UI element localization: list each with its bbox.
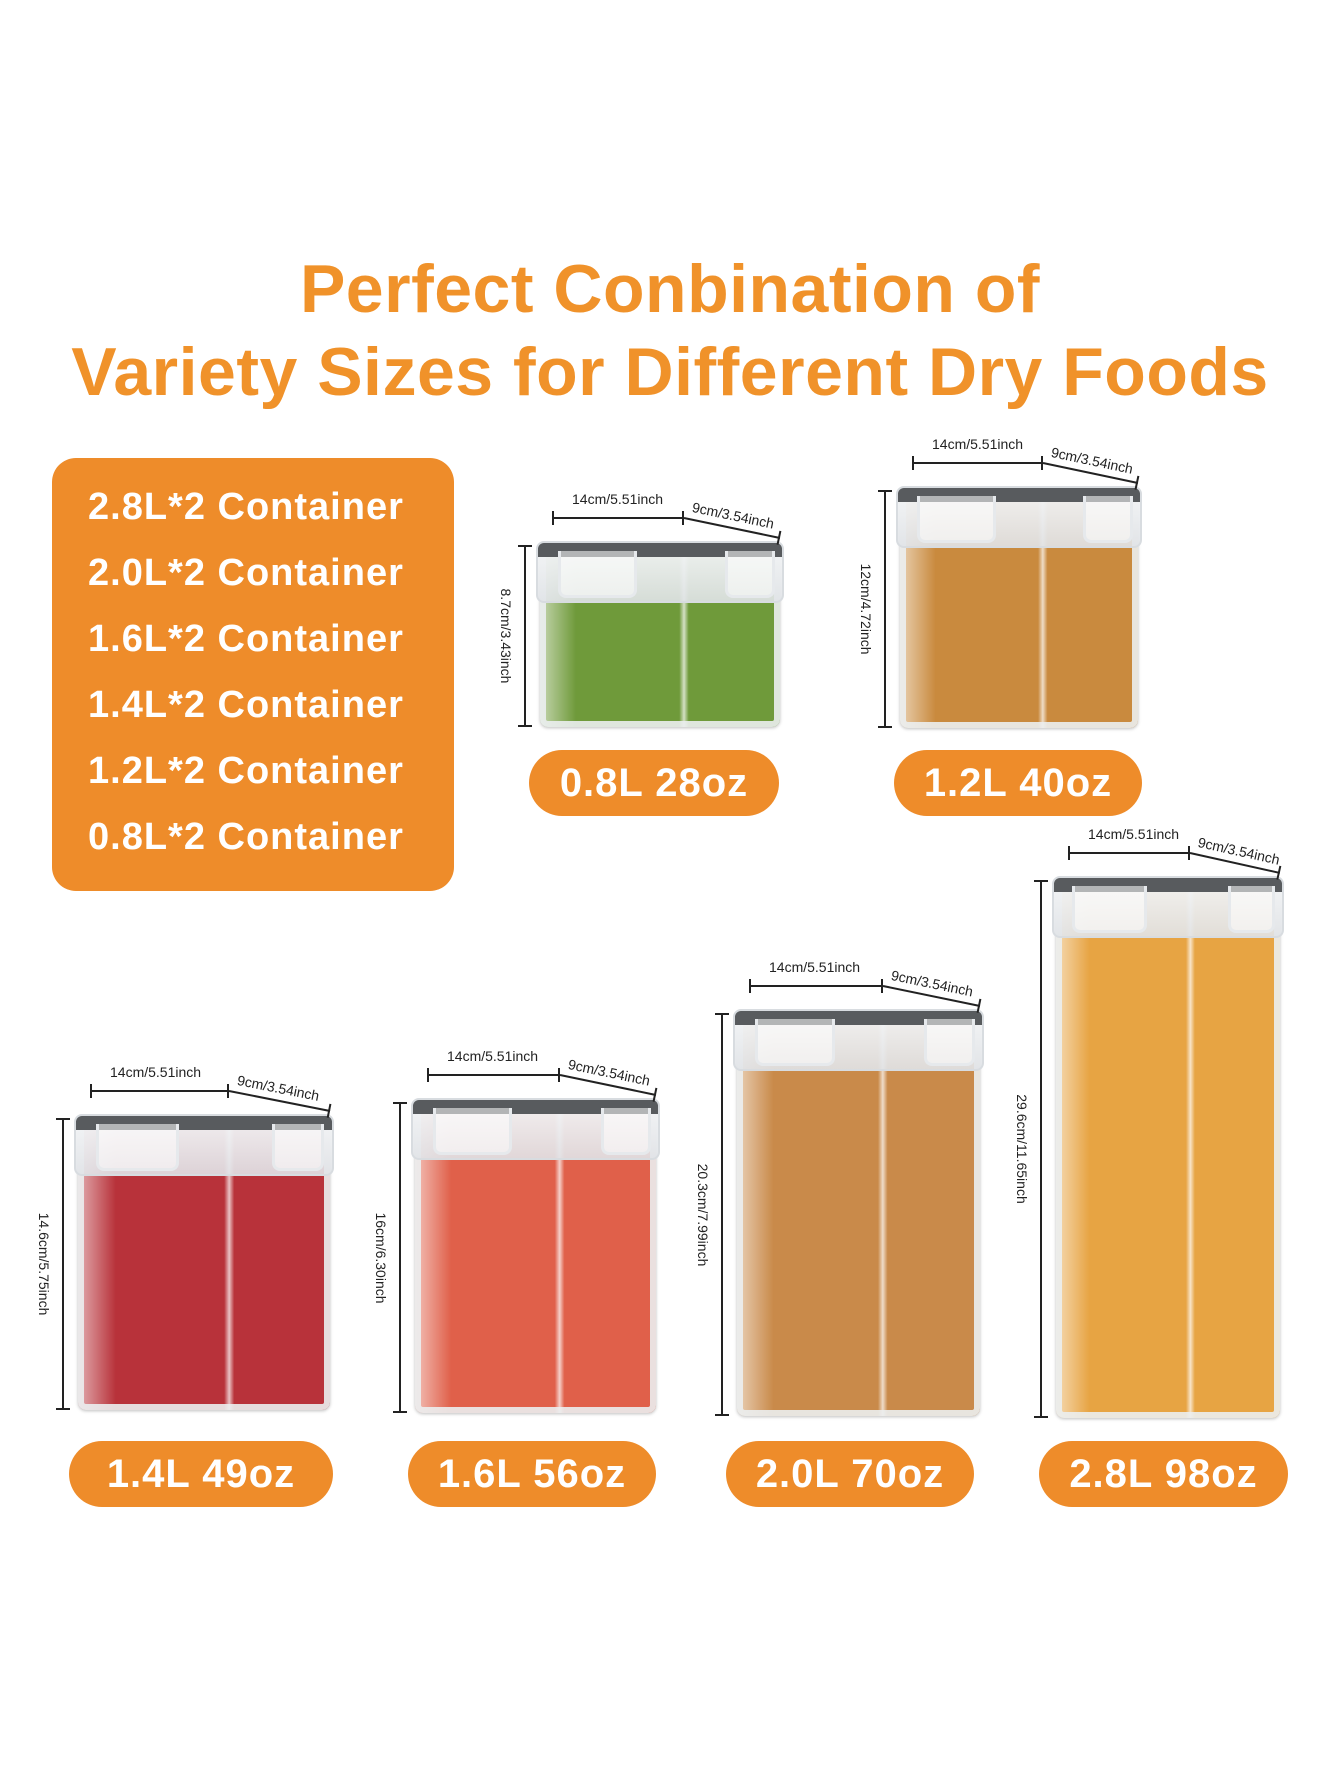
lid-clip — [432, 1108, 513, 1155]
lid-clip — [1228, 886, 1276, 933]
width-dimension-label: 14cm/5.51inch — [932, 436, 1024, 452]
width-dimension-label: 14cm/5.51inch — [572, 491, 664, 507]
container-lid — [1052, 876, 1284, 938]
lid-clip — [272, 1124, 325, 1171]
storage-container-image — [536, 541, 784, 727]
height-dimension-label: 12cm/4.72inch — [858, 563, 874, 655]
height-dimension-label: 16cm/6.30inch — [373, 1211, 389, 1304]
lid-clip — [600, 1108, 651, 1155]
height-dimension-line — [56, 1118, 70, 1410]
height-dimension-line — [878, 490, 892, 728]
container-lid — [536, 541, 784, 603]
container-body — [737, 1013, 980, 1416]
width-dimension-line — [912, 456, 1043, 470]
width-dimension-line — [427, 1068, 560, 1082]
set-item: 0.8L*2 Container — [88, 816, 404, 858]
lid-clip — [96, 1124, 180, 1171]
width-dimension-line — [90, 1084, 229, 1098]
storage-container-image — [733, 1009, 984, 1416]
height-dimension-label: 14.6cm/5.75inch — [36, 1212, 52, 1316]
lid-clip — [754, 1019, 835, 1066]
capacity-badge: 1.6L 56oz — [408, 1441, 656, 1507]
set-item: 1.4L*2 Container — [88, 684, 404, 726]
capacity-badge: 2.8L 98oz — [1039, 1441, 1288, 1507]
storage-container-image — [411, 1098, 660, 1413]
lid-clip — [724, 551, 775, 598]
headline-line-2: Variety Sizes for Different Dry Foods — [71, 334, 1269, 410]
height-dimension-line — [715, 1013, 729, 1416]
height-dimension-label: 29.6cm/11.65inch — [1014, 1094, 1030, 1204]
width-dimension-label: 14cm/5.51inch — [1088, 826, 1180, 842]
capacity-badge: 0.8L 28oz — [529, 750, 779, 816]
lid-clip — [924, 1019, 975, 1066]
container-lid — [896, 486, 1142, 548]
container-lid — [74, 1114, 334, 1176]
set-item: 2.0L*2 Container — [88, 552, 404, 594]
container-body — [1056, 880, 1280, 1418]
width-dimension-line — [552, 511, 684, 525]
lid-clip — [557, 551, 637, 598]
lid-clip — [917, 496, 996, 543]
storage-container-image — [74, 1114, 334, 1410]
capacity-badge: 2.0L 70oz — [726, 1441, 974, 1507]
capacity-badge: 1.2L 40oz — [894, 750, 1142, 816]
storage-container-image — [896, 486, 1142, 728]
width-dimension-label: 14cm/5.51inch — [447, 1048, 539, 1064]
height-dimension-line — [518, 545, 532, 727]
lid-clip — [1083, 496, 1133, 543]
height-dimension-label: 8.7cm/3.43inch — [498, 588, 514, 684]
capacity-badge: 1.4L 49oz — [69, 1441, 333, 1507]
set-contents-box: 2.8L*2 Container 2.0L*2 Container 1.6L*2… — [52, 458, 454, 891]
set-item: 1.6L*2 Container — [88, 618, 404, 660]
container-lid — [411, 1098, 660, 1160]
width-dimension-line — [1068, 846, 1190, 860]
width-dimension-label: 14cm/5.51inch — [769, 959, 861, 975]
lid-clip — [1072, 886, 1147, 933]
headline-line-1: Perfect Conbination of — [299, 251, 1041, 327]
height-dimension-line — [1034, 880, 1048, 1418]
height-dimension-line — [393, 1102, 407, 1413]
width-dimension-label: 14cm/5.51inch — [110, 1064, 202, 1080]
height-dimension-label: 20.3cm/7.99inch — [695, 1163, 711, 1266]
container-lid — [733, 1009, 984, 1071]
set-item: 2.8L*2 Container — [88, 486, 404, 528]
width-dimension-line — [749, 979, 883, 993]
set-item: 1.2L*2 Container — [88, 750, 404, 792]
storage-container-image — [1052, 876, 1284, 1418]
